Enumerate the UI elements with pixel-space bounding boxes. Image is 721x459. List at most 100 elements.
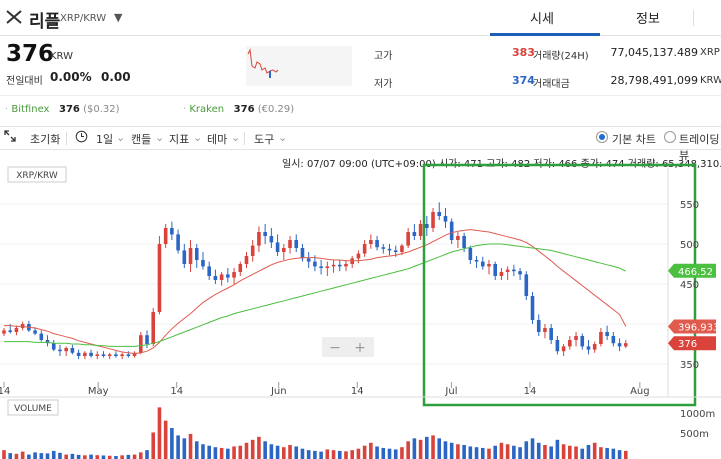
tools-select[interactable]: 도구 bbox=[254, 133, 275, 146]
volume-bar bbox=[244, 442, 249, 459]
candle-body bbox=[524, 274, 529, 296]
volume-bar bbox=[145, 450, 149, 459]
expand-icon[interactable] bbox=[4, 130, 16, 145]
candle-body bbox=[480, 261, 485, 267]
exchange-bitfinex[interactable]: · Bitfinex 376 ($0.32) bbox=[5, 104, 120, 115]
candle-body bbox=[120, 354, 124, 356]
volume-bar bbox=[536, 442, 541, 459]
volume-bar bbox=[375, 446, 379, 459]
volume-bar bbox=[138, 452, 143, 459]
radio-basic-chart[interactable] bbox=[596, 131, 608, 143]
candle-body bbox=[101, 354, 106, 356]
trade-amount-value: 28,798,491,099 bbox=[610, 74, 698, 87]
exchange-price-foreign: ($0.32) bbox=[83, 104, 120, 115]
candle-body bbox=[337, 264, 342, 267]
candle-body bbox=[14, 328, 19, 332]
candle-body bbox=[257, 232, 261, 246]
tradingview-label[interactable]: 트레이딩뷰 bbox=[679, 133, 720, 162]
candle-body bbox=[617, 343, 622, 347]
volume-bar bbox=[20, 451, 25, 459]
volume-bar bbox=[331, 450, 336, 459]
coin-pair[interactable]: XRP/KRW bbox=[60, 13, 107, 24]
chevron-down-icon[interactable]: ⌄ bbox=[155, 131, 165, 144]
coin-name: 리플 bbox=[29, 12, 61, 32]
x-tick-label: 14 bbox=[170, 386, 183, 397]
volume-bar bbox=[499, 442, 504, 459]
clock-icon[interactable] bbox=[75, 130, 88, 146]
candle-body bbox=[512, 269, 516, 272]
volume-bar bbox=[574, 446, 578, 459]
x-tick-label: Aug bbox=[630, 386, 650, 397]
volume-bar bbox=[64, 454, 68, 459]
tab-market[interactable]: 시세 bbox=[530, 12, 554, 27]
volume-bar bbox=[462, 444, 466, 459]
candle-body bbox=[319, 266, 323, 268]
high-label: 고가 bbox=[374, 51, 393, 62]
volume-bar bbox=[456, 444, 460, 459]
volume-axis-ticks: 1000m 500m bbox=[680, 409, 715, 440]
volume-tick-label: 500m bbox=[680, 429, 709, 440]
exchange-kraken[interactable]: · Kraken 376 (€0.29) bbox=[183, 104, 295, 115]
volume-bar bbox=[592, 442, 597, 459]
volume-bar bbox=[530, 438, 535, 459]
volume-bar bbox=[431, 435, 435, 459]
radio-tradingview[interactable] bbox=[664, 131, 676, 143]
exchange-price-foreign: (€0.29) bbox=[257, 104, 295, 115]
volume-bar bbox=[288, 444, 292, 459]
candle-body bbox=[176, 234, 180, 251]
volume-bar bbox=[2, 450, 6, 459]
candle-body bbox=[331, 264, 336, 267]
candle-body bbox=[362, 244, 367, 254]
exchange-name: Kraken bbox=[189, 104, 225, 115]
volume-bar bbox=[599, 447, 603, 459]
candle-body bbox=[499, 272, 504, 276]
candle-body bbox=[157, 244, 162, 312]
chevron-down-icon[interactable]: ⌄ bbox=[231, 131, 241, 144]
volume-bar bbox=[95, 455, 100, 459]
candle-body bbox=[574, 336, 578, 340]
candle-body bbox=[263, 232, 267, 236]
volume-bar bbox=[188, 433, 193, 459]
candle-body bbox=[568, 340, 572, 347]
x-tick-label: May bbox=[88, 386, 109, 397]
reset-button[interactable]: 초기화 bbox=[30, 133, 61, 146]
candle-body bbox=[549, 328, 553, 340]
candle-body bbox=[592, 344, 597, 350]
volume-bar bbox=[350, 450, 354, 459]
interval-select[interactable]: 1일 bbox=[96, 133, 114, 146]
candle-body bbox=[375, 240, 379, 248]
chart-pair-label: XRP/KRW bbox=[16, 171, 58, 181]
chevron-down-icon[interactable]: ⌄ bbox=[116, 131, 126, 144]
tab-info[interactable]: 정보 bbox=[636, 12, 660, 27]
volume-bar bbox=[549, 446, 553, 459]
volume-bar bbox=[269, 444, 274, 459]
ma-short-tag bbox=[668, 319, 716, 334]
divider bbox=[0, 95, 721, 96]
tab-active-indicator bbox=[490, 33, 600, 36]
chevron-down-icon[interactable]: ⌄ bbox=[278, 131, 288, 144]
chevron-down-icon[interactable]: ⌄ bbox=[193, 131, 203, 144]
indicator-select[interactable]: 지표 bbox=[169, 133, 190, 146]
theme-select[interactable]: 테마 bbox=[207, 133, 228, 146]
candle-body bbox=[244, 256, 249, 264]
caret-down-icon[interactable]: ▼ bbox=[114, 11, 123, 24]
volume-bar bbox=[250, 439, 255, 459]
top-header bbox=[0, 0, 721, 36]
candle-body bbox=[381, 247, 386, 249]
candle-body bbox=[163, 228, 168, 244]
volume-bar bbox=[120, 455, 124, 459]
chart-grid bbox=[0, 160, 669, 397]
candle-body bbox=[70, 348, 75, 353]
candle-select[interactable]: 캔들 bbox=[131, 133, 152, 146]
volume-bar bbox=[437, 438, 442, 459]
volume-bar bbox=[387, 448, 392, 459]
volume-24h-value: 77,045,137.489 bbox=[610, 46, 698, 59]
ma-long-tag-text: 466.52 bbox=[678, 267, 713, 278]
volume-bar bbox=[107, 455, 112, 459]
candle-body bbox=[2, 330, 6, 334]
basic-chart-label[interactable]: 기본 차트 bbox=[612, 133, 656, 146]
candle-body bbox=[39, 333, 44, 340]
candle-body bbox=[493, 264, 498, 276]
candle-body bbox=[275, 242, 280, 252]
